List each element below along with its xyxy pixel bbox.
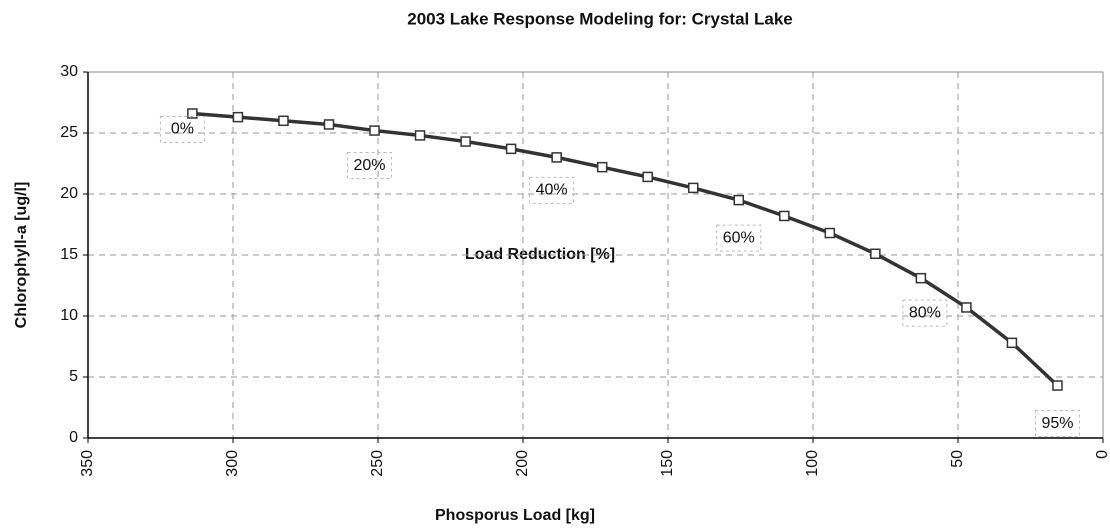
marker bbox=[505, 143, 517, 155]
x-axis-label: Phosporus Load [kg] bbox=[435, 507, 595, 524]
x-tick-label: 150 bbox=[659, 450, 676, 477]
x-tick-label: 350 bbox=[79, 450, 96, 477]
x-tick-label: 0 bbox=[1094, 450, 1110, 459]
marker bbox=[961, 302, 972, 313]
annotation-box bbox=[716, 224, 762, 252]
x-tick-label: 100 bbox=[804, 450, 821, 477]
marker bbox=[1006, 337, 1018, 349]
y-tick-label: 5 bbox=[69, 368, 78, 385]
marker bbox=[596, 161, 608, 173]
chart-title: 2003 Lake Response Modeling for: Crystal… bbox=[407, 9, 792, 28]
marker bbox=[414, 130, 426, 141]
x-tick-label: 250 bbox=[369, 450, 386, 477]
marker bbox=[779, 210, 790, 222]
annotation: 0% bbox=[171, 121, 194, 138]
y-tick-label: 20 bbox=[60, 185, 78, 202]
annotation-box bbox=[1034, 410, 1080, 438]
y-tick-label: 25 bbox=[60, 124, 78, 141]
annotation-box bbox=[902, 299, 948, 327]
marker bbox=[642, 171, 653, 183]
annotation: 60% bbox=[723, 229, 755, 246]
y-tick-label: 10 bbox=[60, 307, 78, 324]
marker bbox=[323, 119, 335, 130]
y-tick-label: 0 bbox=[69, 429, 78, 446]
line bbox=[192, 111, 1059, 387]
x-tick-label: 50 bbox=[949, 450, 966, 468]
marker bbox=[278, 115, 289, 127]
annotation: 80% bbox=[909, 304, 941, 321]
annotation-box bbox=[159, 115, 205, 143]
x-tick-label: 200 bbox=[514, 450, 531, 477]
marker bbox=[870, 248, 881, 260]
marker bbox=[733, 194, 745, 206]
marker bbox=[460, 136, 471, 147]
y-tick-label: 30 bbox=[60, 63, 78, 80]
y-tick-label: 15 bbox=[60, 246, 78, 263]
marker bbox=[232, 111, 244, 123]
annotation: 40% bbox=[536, 182, 568, 199]
annotation-box bbox=[529, 176, 575, 204]
marker bbox=[915, 272, 927, 284]
marker bbox=[824, 227, 836, 239]
marker bbox=[1052, 380, 1063, 391]
y-axis-label: Chlorophyll-a [ug/l] bbox=[13, 182, 30, 329]
marker bbox=[369, 125, 380, 136]
marker bbox=[187, 108, 198, 119]
annotation-box bbox=[347, 152, 393, 180]
x-tick-label: 300 bbox=[224, 450, 241, 477]
annotation: 20% bbox=[354, 157, 386, 174]
annotation: 95% bbox=[1041, 415, 1073, 432]
marker bbox=[551, 152, 562, 163]
marker bbox=[687, 182, 699, 194]
